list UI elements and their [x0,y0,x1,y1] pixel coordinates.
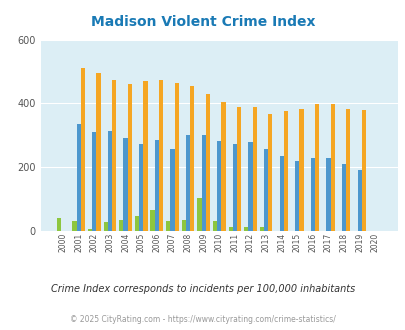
Bar [361,110,365,231]
Bar [72,221,77,231]
Bar [268,114,272,231]
Bar [143,81,147,231]
Bar [134,216,139,231]
Bar [150,210,154,231]
Bar [197,198,201,231]
Bar [298,109,303,231]
Bar [314,104,318,231]
Bar [139,144,143,231]
Bar [77,124,81,231]
Bar [174,83,178,231]
Bar [232,144,237,231]
Bar [181,219,185,231]
Bar [128,83,132,231]
Bar [345,109,350,231]
Bar [88,229,92,231]
Bar [221,102,225,231]
Bar [81,68,85,231]
Bar [123,138,128,231]
Bar [154,140,158,231]
Bar [228,227,232,231]
Bar [119,220,123,231]
Bar [279,156,283,231]
Bar [259,226,263,231]
Bar [201,135,205,231]
Bar [108,130,112,231]
Text: © 2025 CityRating.com - https://www.cityrating.com/crime-statistics/: © 2025 CityRating.com - https://www.city… [70,315,335,324]
Bar [237,107,241,231]
Bar [283,112,287,231]
Bar [263,149,268,231]
Bar [294,161,298,231]
Bar [103,222,108,231]
Bar [326,158,330,231]
Bar [190,86,194,231]
Bar [217,141,221,231]
Bar [330,104,334,231]
Bar [185,135,190,231]
Bar [243,226,248,231]
Bar [96,73,100,231]
Bar [310,158,314,231]
Bar [166,221,170,231]
Text: Madison Violent Crime Index: Madison Violent Crime Index [91,15,314,29]
Bar [112,80,116,231]
Bar [158,80,163,231]
Bar [170,149,174,231]
Bar [341,164,345,231]
Bar [252,107,256,231]
Bar [205,94,209,231]
Bar [212,221,217,231]
Text: Crime Index corresponds to incidents per 100,000 inhabitants: Crime Index corresponds to incidents per… [51,284,354,294]
Bar [357,170,361,231]
Bar [57,218,61,231]
Bar [248,142,252,231]
Bar [92,132,96,231]
